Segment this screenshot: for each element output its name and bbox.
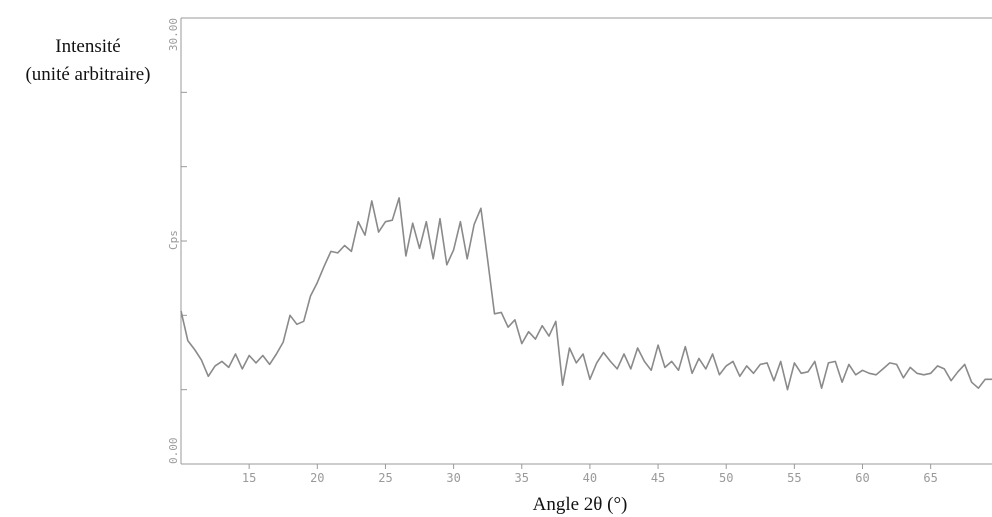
x-tick-label: 65: [923, 471, 937, 485]
x-tick-label: 40: [583, 471, 597, 485]
x-tick-label: 30: [446, 471, 460, 485]
series-group: [180, 197, 992, 391]
x-axis-title: Angle 2θ (°): [533, 494, 628, 515]
x-tick-label: 55: [787, 471, 801, 485]
x-ticks: [248, 464, 932, 469]
y-axis-title-line2: (unité arbitraire): [25, 64, 150, 85]
y-axis-title-line1: Intensité: [55, 36, 120, 57]
x-tick-label: 15: [242, 471, 256, 485]
y-unit-label: Cps: [167, 230, 180, 250]
x-tick-label: 35: [515, 471, 529, 485]
diffraction-series-line: [180, 197, 992, 391]
x-tick-labels: 15 20 25 30 35 40 45 50 55 60 65: [242, 471, 938, 485]
x-tick-label: 60: [855, 471, 869, 485]
x-tick-label: 25: [378, 471, 392, 485]
y-max-label: 30.00: [167, 18, 180, 51]
x-tick-label: 50: [719, 471, 733, 485]
x-tick-label: 45: [651, 471, 665, 485]
y-min-label: 0.00: [167, 438, 180, 465]
y-ticks: [181, 91, 187, 391]
x-tick-label: 20: [310, 471, 324, 485]
plot-frame: [180, 17, 992, 465]
y-axis-title: Intensité (unité arbitraire): [25, 36, 150, 85]
